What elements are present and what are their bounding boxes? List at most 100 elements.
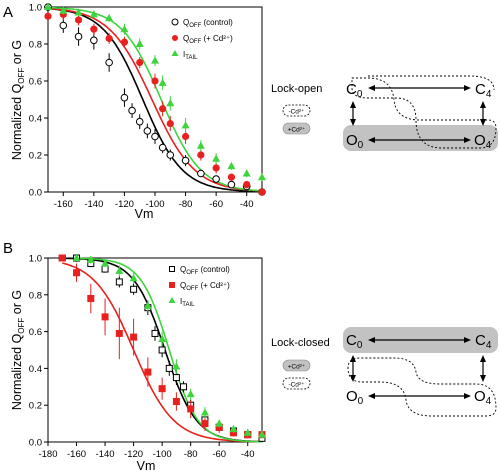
x-tick-label: -140 (96, 449, 115, 460)
y-tick-label: 1.0 (29, 3, 42, 14)
legend-plus-cd-box (282, 359, 311, 372)
panel-b: B Normalized QOFF or G Vm -180 -160 -140 -1… (3, 240, 498, 473)
legend-item-qoff-cd-b: QOFF (+ Cd²⁺) (169, 281, 230, 292)
data-point (151, 132, 159, 141)
state-c0: C0 (346, 332, 363, 351)
data-point (135, 39, 144, 47)
legend-minus-cd-text: -Cd²⁺ (288, 109, 304, 116)
y-tick-label: 0.6 (29, 327, 42, 338)
data-point (120, 93, 129, 102)
data-point (120, 38, 129, 46)
data-point (74, 8, 83, 16)
fit-curve-series-1 (47, 7, 263, 192)
y-tick-label: 0.2 (29, 151, 42, 162)
cd-unbound-region (351, 77, 497, 149)
scheme-title: Lock-closed (271, 337, 330, 349)
data-point (242, 169, 251, 177)
data-point (201, 420, 209, 428)
data-point (212, 164, 220, 172)
data-point (197, 169, 205, 178)
x-tick-label: -40 (241, 449, 255, 460)
data-point (90, 36, 98, 45)
transition-arrows (350, 85, 486, 143)
fit-curve-series-1 (62, 262, 262, 443)
plot-frame (47, 257, 263, 443)
data-point (101, 259, 110, 267)
data-point (115, 266, 124, 274)
data-point (105, 13, 114, 22)
state-o0: O0 (346, 132, 364, 151)
y-tick-label: 0.0 (29, 188, 42, 199)
data-point (73, 269, 81, 277)
panel-label-b: B (3, 240, 13, 257)
transition-arrows (350, 337, 486, 399)
y-axis-label-b: Normalized QOFF or G (10, 290, 26, 410)
data-point (120, 25, 129, 33)
legend-plus-cd-box (282, 122, 311, 135)
fit-curve-series-2 (76, 257, 262, 443)
series-2 (72, 253, 266, 439)
legend-marker-filled-square (169, 282, 175, 288)
legend-text: ITAIL (180, 297, 195, 308)
data-point (186, 389, 195, 398)
x-tick-label: -140 (84, 199, 103, 210)
data-point (243, 181, 251, 189)
data-point (105, 34, 113, 43)
data-point (129, 274, 138, 282)
legend-plus-cd-text: +Cd²⁺ (288, 364, 306, 371)
legend-item-qoff-cd-a: QOFF (+ Cd²⁺) (172, 34, 233, 45)
y-axis-label-a: Normalized QOFF or G (10, 40, 26, 160)
scheme-title: Lock-open (271, 83, 322, 95)
scheme-lock-open: Lock-open -Cd²⁺ +Cd²⁺ C0 C4 O0 O4 (271, 75, 498, 151)
data-point (172, 374, 180, 382)
legend-text: QOFF (control) (183, 18, 233, 29)
x-tick-label: -60 (209, 199, 223, 210)
data-point (165, 364, 173, 372)
data-point (166, 151, 175, 159)
data-point (44, 2, 52, 10)
data-point (158, 143, 167, 152)
data-point (89, 10, 98, 18)
x-tick-label: -160 (67, 449, 86, 460)
data-point (158, 385, 166, 393)
data-point (74, 32, 83, 41)
legend-item-qoff-control-a: QOFF (control) (171, 18, 233, 29)
state-o4: O4 (474, 388, 492, 407)
x-tick-label: -160 (54, 199, 73, 210)
data-point (115, 329, 123, 337)
state-o4: O4 (474, 132, 492, 151)
data-point (227, 161, 236, 170)
fit-curve-series-0 (47, 7, 262, 193)
panel-label-a: A (3, 4, 13, 21)
data-point (181, 121, 190, 129)
data-point (196, 141, 205, 149)
plot-b: -180 -160 -140 -120 -100 -80 -60 -40 0.0 0.2 0.4 0.… (29, 253, 266, 460)
legend-marker-filled-circle (172, 35, 178, 41)
data-point (180, 383, 188, 391)
data-point (151, 56, 159, 64)
state-c4: C4 (475, 332, 492, 351)
legend-text: QOFF (+ Cd²⁺) (180, 281, 230, 292)
state-o0: O0 (346, 388, 364, 407)
legend-item-itail-a: ITAIL (171, 50, 198, 61)
y-tick-label: 0.8 (29, 290, 42, 301)
data-point (166, 99, 175, 107)
data-point (158, 346, 166, 354)
data-point (90, 25, 98, 33)
data-point (143, 127, 152, 135)
data-point (130, 333, 138, 341)
state-c0: C0 (346, 81, 363, 100)
legend-text: ITAIL (183, 50, 198, 61)
data-point (143, 301, 152, 309)
data-point (86, 255, 95, 263)
x-tick-label: -120 (115, 199, 134, 210)
x-tick-label: -180 (38, 449, 57, 460)
legend-item-itail-b: ITAIL (168, 297, 195, 308)
data-point (227, 180, 236, 189)
y-tick-label: 0.2 (29, 401, 42, 412)
data-point (72, 253, 81, 261)
plot-a: -160 -140 -120 -100 -80 -60 -40 0.0 0.2 0.4 0.6 0.8… (29, 2, 266, 210)
data-point (172, 362, 181, 370)
data-point (59, 6, 68, 14)
